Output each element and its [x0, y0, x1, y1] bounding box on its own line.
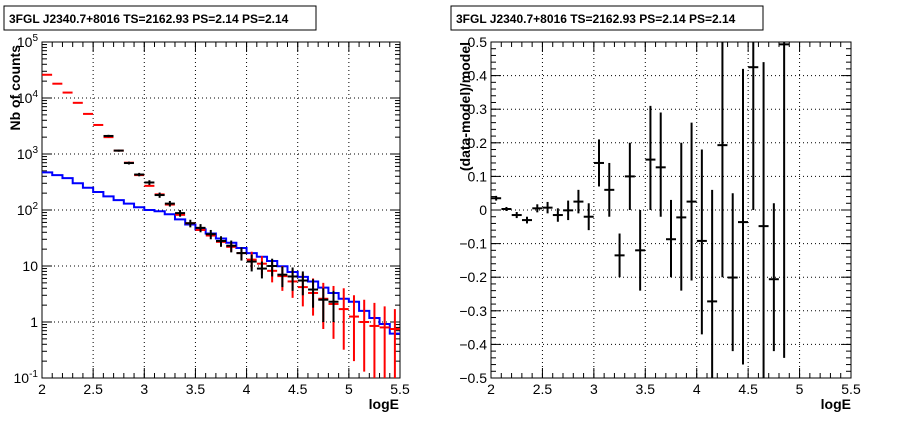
x-tick-label: 4 — [693, 381, 701, 397]
right-x-axis-label: logE — [821, 396, 851, 412]
right-axes: 2 2.5 3 3.5 4 4.5 5 5.5 −0.5 −0.4 −0.3 −0.2 −0.1 0 0.1… — [459, 34, 861, 397]
y-tick-label: −0.5 — [459, 370, 487, 386]
left-title: 3FGL J2340.7+8016 TS=2162.93 PS=2.14 PS=… — [9, 12, 289, 26]
plot-frame — [490, 41, 852, 379]
x-tick-label: 3.5 — [636, 381, 656, 397]
right-title: 3FGL J2340.7+8016 TS=2162.93 PS=2.14 PS=… — [456, 12, 736, 26]
x-tick-label: 2 — [487, 381, 495, 397]
x-tick-label: 2.5 — [533, 381, 553, 397]
y-tick-label: −0.1 — [459, 236, 487, 252]
y-tick-label: 103 — [17, 145, 39, 162]
x-tick-label: 4.5 — [738, 381, 758, 397]
x-tick-label: 3.5 — [186, 381, 206, 397]
x-tick-label: 5 — [796, 381, 804, 397]
right-plot-panel: 3FGL J2340.7+8016 TS=2162.93 PS=2.14 PS=… — [450, 5, 861, 412]
x-tick-label: 3 — [140, 381, 148, 397]
y-tick-label: 10-1 — [14, 369, 39, 386]
left-plot-panel: 3FGL J2340.7+8016 TS=2162.93 PS=2.14 PS=… — [3, 5, 410, 412]
x-tick-label: 3 — [590, 381, 598, 397]
y-tick-label: 10 — [22, 258, 38, 274]
x-tick-label: 2 — [38, 381, 46, 397]
x-tick-label: 4 — [243, 381, 251, 397]
x-tick-label: 4.5 — [288, 381, 308, 397]
left-axes: 2 2.5 3 3.5 4 4.5 5 5.5 10-1 1 10 102 103 104 105 — [14, 33, 410, 397]
y-tick-label: 102 — [17, 201, 39, 218]
left-x-axis-label: logE — [369, 396, 399, 412]
y-tick-label: 1 — [30, 314, 38, 330]
x-tick-label: 5.5 — [841, 381, 861, 397]
left-y-axis-label: Nb of counts — [7, 45, 23, 131]
y-tick-label: 0.4 — [468, 68, 488, 84]
y-tick-label: −0.2 — [459, 269, 487, 285]
y-tick-label: 0 — [479, 202, 487, 218]
x-tick-label: 5 — [345, 381, 353, 397]
y-tick-label: 104 — [17, 89, 39, 106]
right-title-box — [450, 5, 764, 31]
left-grid — [42, 42, 400, 378]
y-tick-label: 105 — [17, 33, 39, 50]
y-tick-label: 0.3 — [468, 101, 488, 117]
right-y-axis-label: (data-model)/model — [457, 42, 473, 171]
y-tick-label: 0.5 — [468, 34, 488, 50]
y-tick-label: −0.3 — [459, 303, 487, 319]
y-tick-label: 0.1 — [468, 168, 488, 184]
x-tick-label: 2.5 — [83, 381, 103, 397]
right-data-marks — [491, 42, 790, 378]
left-data-marks — [42, 73, 400, 378]
y-tick-label: −0.4 — [459, 336, 487, 352]
left-title-box — [3, 5, 317, 31]
x-tick-label: 5.5 — [390, 381, 410, 397]
y-tick-label: 0.2 — [468, 135, 488, 151]
plot-frame — [41, 41, 401, 379]
